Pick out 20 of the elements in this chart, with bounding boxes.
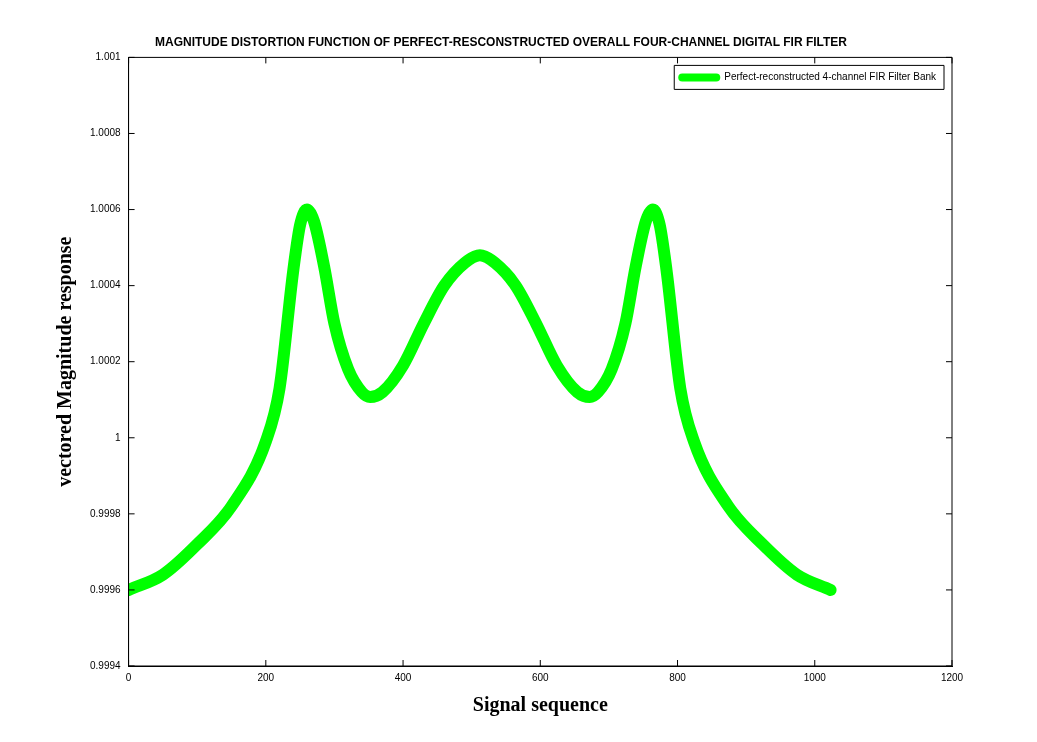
- y-axis-title: vectored Magnitude response: [53, 236, 77, 487]
- x-axis-title: Signal sequence: [472, 693, 608, 717]
- y-tick-label: 1.0004: [89, 279, 122, 291]
- y-tick-label: 1.0008: [89, 127, 122, 139]
- x-tick-label: 1200: [940, 671, 964, 683]
- x-tick-label: 600: [531, 671, 550, 683]
- y-tick-label: 0.9994: [89, 659, 122, 671]
- y-tick-label: 1.0006: [89, 203, 122, 215]
- chart-title: MAGNITUDE DISTORTION FUNCTION OF PERFECT-RESCONSTRUCTED OVERALL FOUR-CHANNEL DIGITAL FIR FILTER: [155, 34, 848, 49]
- y-tick-label: 0.9998: [89, 507, 122, 519]
- y-tick-label: 1.0002: [89, 355, 122, 367]
- x-tick-label: 1000: [803, 671, 827, 683]
- x-tick-label: 800: [669, 671, 687, 683]
- x-tick-label: 0: [125, 671, 132, 683]
- y-tick-label: 0.9996: [89, 583, 122, 595]
- x-tick-label: 200: [257, 671, 275, 683]
- x-tick-label: 400: [394, 671, 412, 683]
- y-tick-label: 1: [115, 431, 122, 443]
- y-tick-label: 1.001: [95, 51, 122, 63]
- legend-label: Perfect-reconstructed 4-channel FIR Filter Bank: [724, 71, 937, 83]
